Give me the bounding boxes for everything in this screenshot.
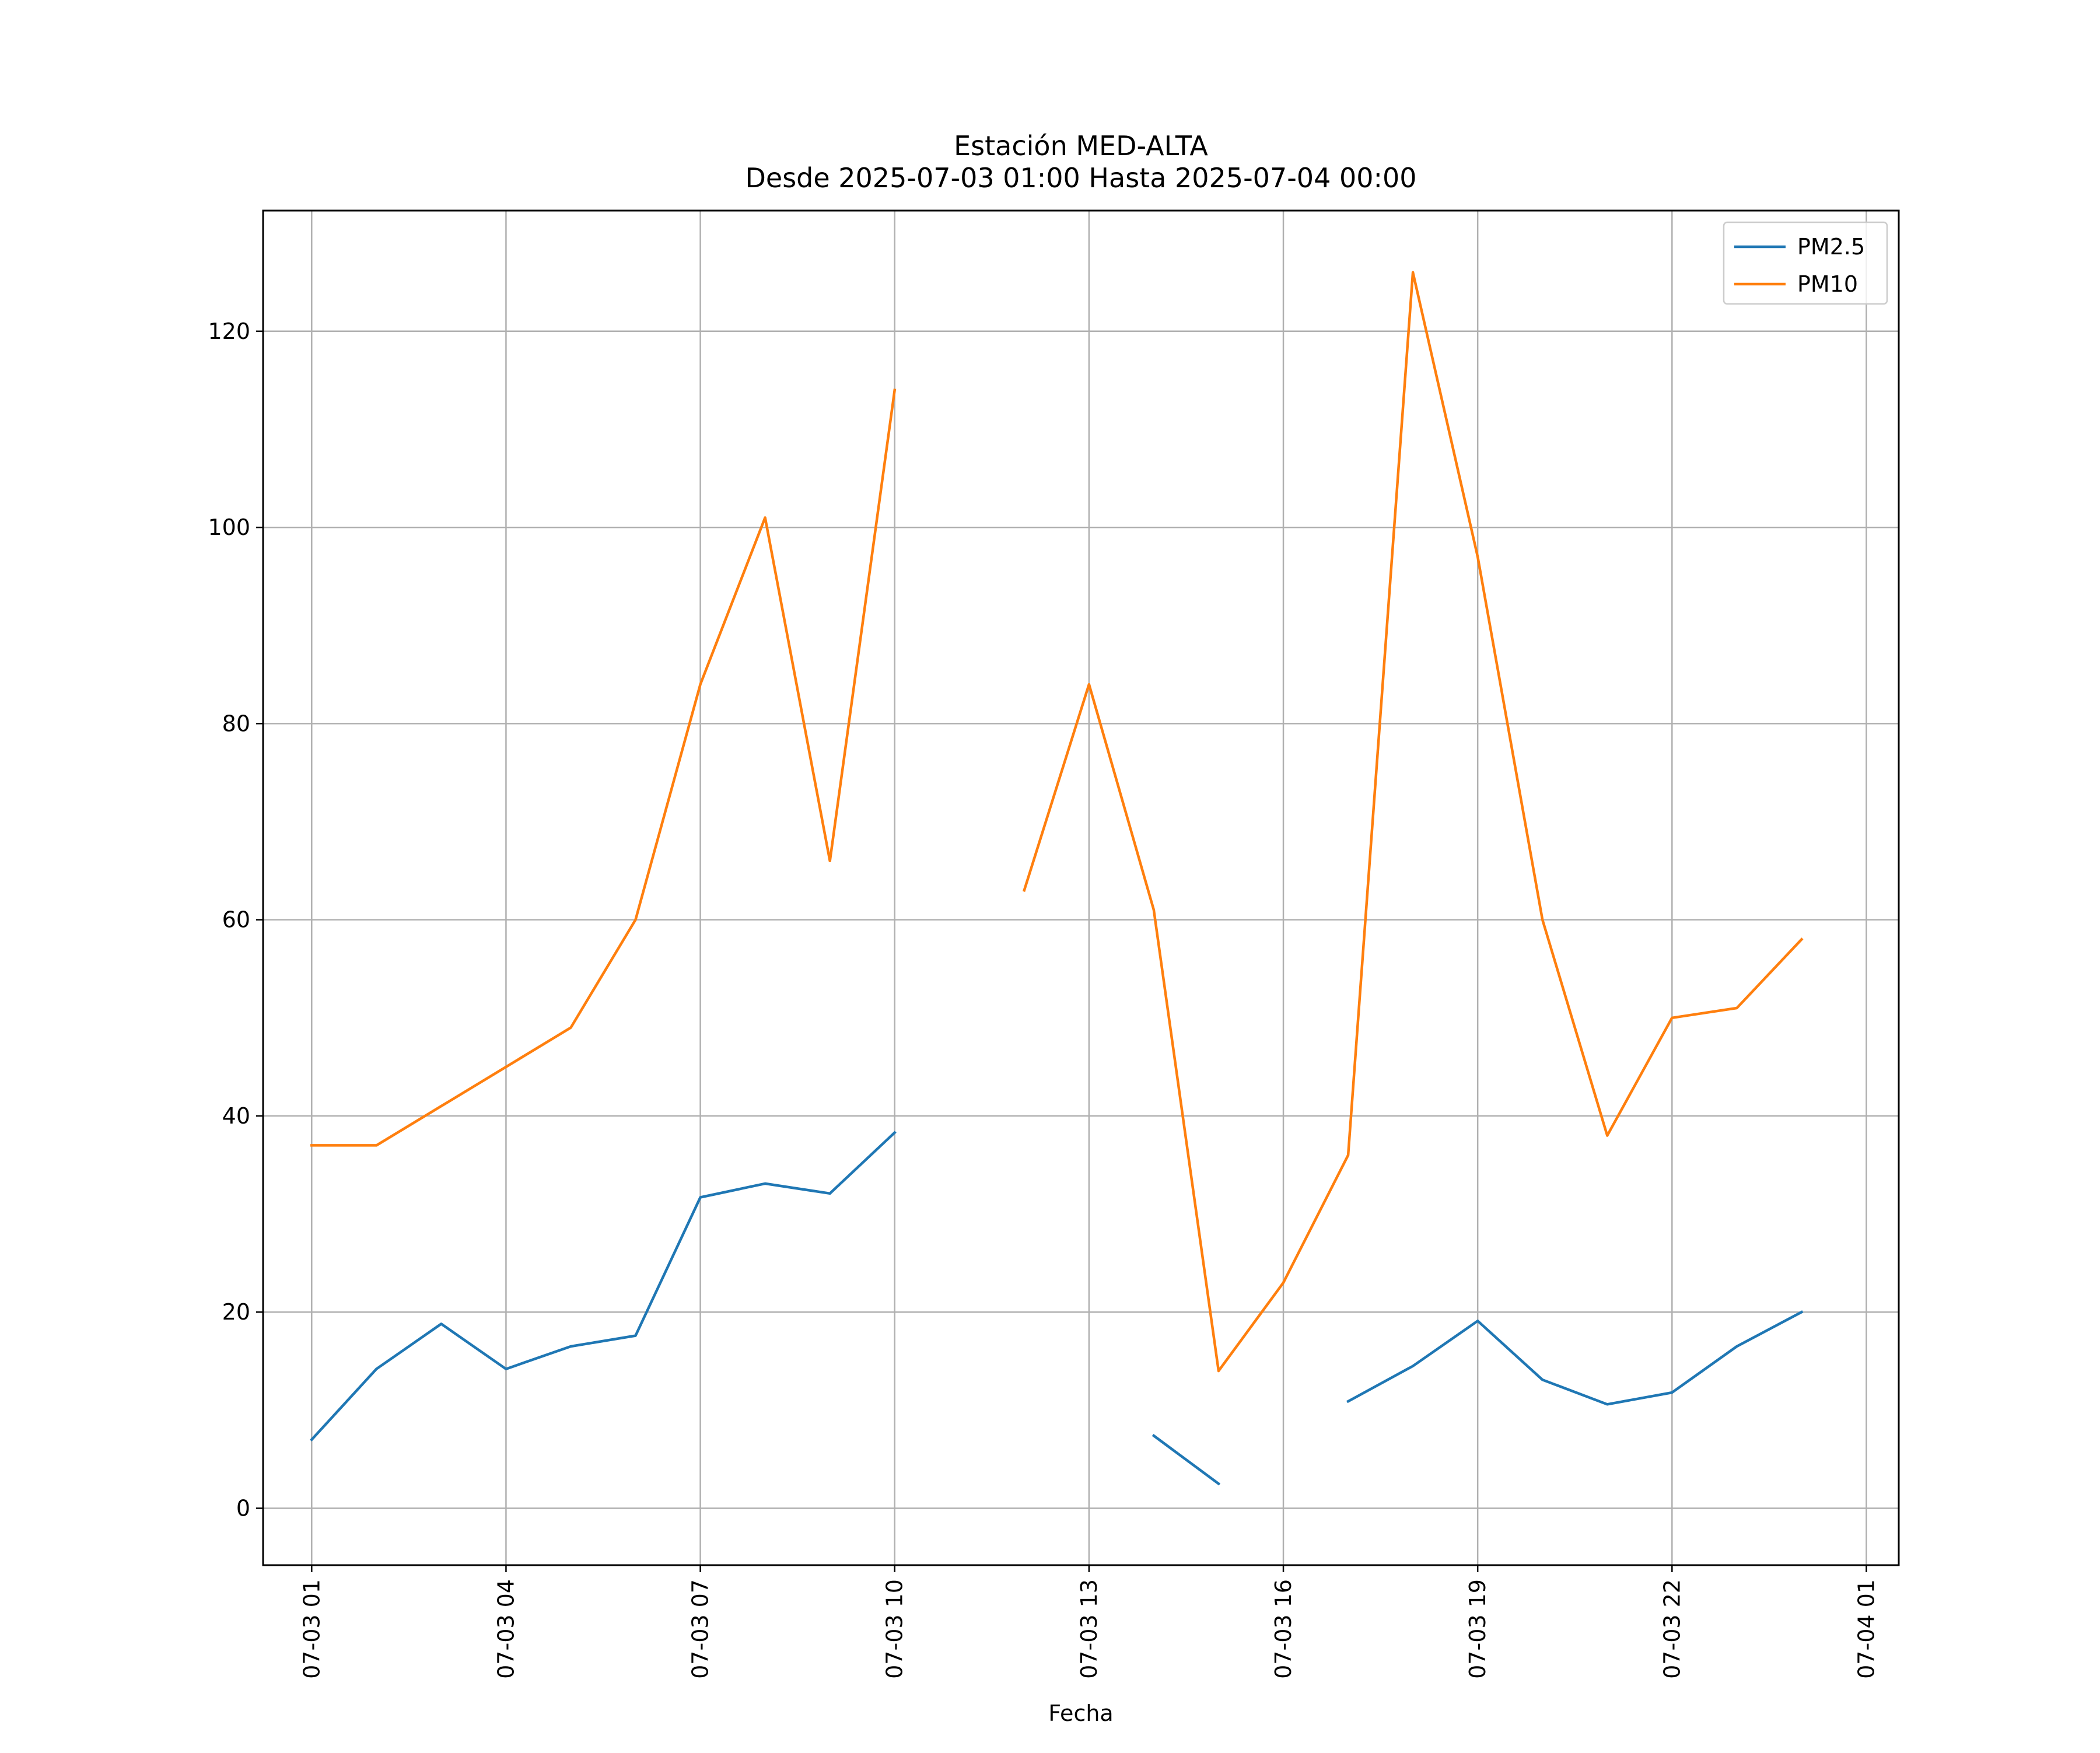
series-PM10 bbox=[310, 271, 1804, 1373]
series-line-segment bbox=[310, 1131, 897, 1441]
x-tick-label: 07-03 19 bbox=[1465, 1579, 1490, 1679]
x-tick-label: 07-03 16 bbox=[1270, 1579, 1296, 1679]
x-tick-label: 07-04 01 bbox=[1853, 1579, 1879, 1679]
series-PM2.5 bbox=[310, 1131, 1804, 1486]
legend-label: PM10 bbox=[1797, 271, 1858, 297]
x-tick-label: 07-03 01 bbox=[299, 1579, 324, 1679]
x-tick-label: 07-03 13 bbox=[1076, 1579, 1102, 1679]
plot-frame bbox=[262, 209, 1900, 1566]
chart-title: Estación MED-ALTA bbox=[954, 130, 1208, 162]
y-tick-label: 100 bbox=[208, 515, 250, 540]
x-axis-label: Fecha bbox=[1048, 1700, 1113, 1726]
x-tick-label: 07-03 07 bbox=[688, 1579, 713, 1679]
y-tick-label: 0 bbox=[236, 1495, 250, 1521]
y-tick-label: 60 bbox=[222, 907, 250, 933]
series-line-segment bbox=[1346, 1310, 1804, 1406]
grid-layer bbox=[263, 211, 1899, 1565]
legend-label: PM2.5 bbox=[1797, 234, 1865, 260]
series-line-segment bbox=[1022, 271, 1804, 1373]
series-line-segment bbox=[310, 389, 897, 1147]
series-layer bbox=[310, 271, 1804, 1486]
y-tick-label: 120 bbox=[208, 319, 250, 344]
tick-layer: 0 20 40 60 80 100 120 07-03 01 07-03 04 07-03 07 0… bbox=[208, 319, 1879, 1679]
x-tick-label: 07-03 04 bbox=[493, 1579, 519, 1679]
legend: PM2.5 PM10 bbox=[1723, 221, 1888, 305]
chart-subtitle: Desde 2025-07-03 01:00 Hasta 2025-07-04 … bbox=[745, 162, 1416, 194]
x-tick-label: 07-03 10 bbox=[882, 1579, 908, 1679]
y-tick-label: 40 bbox=[222, 1103, 250, 1129]
x-tick-label: 07-03 22 bbox=[1659, 1579, 1685, 1679]
y-tick-label: 20 bbox=[222, 1299, 250, 1325]
series-line-segment bbox=[1152, 1433, 1221, 1486]
y-tick-label: 80 bbox=[222, 711, 250, 736]
